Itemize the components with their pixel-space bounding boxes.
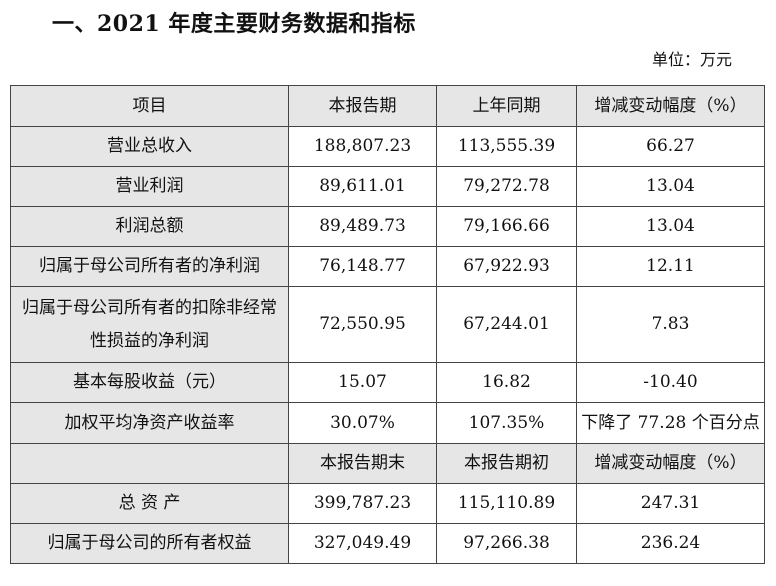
cell-value: 72,550.95	[288, 286, 437, 363]
cell-value: 7.83	[576, 286, 765, 363]
cell-value: -10.40	[576, 362, 765, 403]
financial-data-table: 项目 本报告期 上年同期 增减变动幅度（%） 营业总收入 188,807.23 …	[10, 85, 765, 564]
cell-value: 16.82	[436, 362, 577, 403]
cell-value: 66.27	[576, 126, 765, 167]
cell-value: 107.35%	[436, 402, 577, 444]
table-row: 总 资 产 399,787.23 115,110.89 247.31	[10, 483, 765, 524]
row-label: 归属于母公司的所有者权益	[10, 523, 289, 564]
cell-value: 79,166.66	[436, 206, 577, 247]
cell-value: 236.24	[576, 523, 765, 564]
cell-value: 下降了 77.28 个百分点	[576, 402, 765, 444]
cell-value: 30.07%	[288, 402, 437, 444]
cell-value: 247.31	[576, 483, 765, 524]
row-label: 营业利润	[10, 166, 289, 207]
table-row: 营业利润 89,611.01 79,272.78 13.04	[10, 166, 765, 207]
section-title: 一、2021 年度主要财务数据和指标	[52, 11, 416, 37]
cell-value: 67,922.93	[436, 246, 577, 287]
cell-value: 12.11	[576, 246, 765, 287]
cell-value: 188,807.23	[288, 126, 437, 167]
header-cell-change: 增减变动幅度（%）	[576, 85, 765, 127]
row-label: 归属于母公司所有者的扣除非经常性损益的净利润	[10, 286, 289, 363]
cell-value: 399,787.23	[288, 483, 437, 524]
header-cell-change: 增减变动幅度（%）	[576, 443, 765, 484]
row-label: 利润总额	[10, 206, 289, 247]
cell-value: 327,049.49	[288, 523, 437, 564]
cell-value: 13.04	[576, 166, 765, 207]
cell-value: 76,148.77	[288, 246, 437, 287]
table-row: 利润总额 89,489.73 79,166.66 13.04	[10, 206, 765, 247]
header-cell-prior: 上年同期	[436, 85, 577, 127]
table-header-row: 项目 本报告期 上年同期 增减变动幅度（%）	[10, 85, 765, 127]
table-subheader-row: 本报告期末 本报告期初 增减变动幅度（%）	[10, 443, 765, 484]
row-label: 加权平均净资产收益率	[10, 402, 289, 444]
row-label: 总 资 产	[10, 483, 289, 524]
cell-value: 15.07	[288, 362, 437, 403]
cell-value: 89,489.73	[288, 206, 437, 247]
cell-value: 89,611.01	[288, 166, 437, 207]
header-cell-current: 本报告期	[288, 85, 437, 127]
header-cell-item: 项目	[10, 85, 289, 127]
table-row: 归属于母公司所有者的净利润 76,148.77 67,922.93 12.11	[10, 246, 765, 287]
cell-value: 67,244.01	[436, 286, 577, 363]
row-label: 归属于母公司所有者的净利润	[10, 246, 289, 287]
table-row: 归属于母公司所有者的扣除非经常性损益的净利润 72,550.95 67,244.…	[10, 286, 765, 363]
row-label: 基本每股收益（元）	[10, 362, 289, 403]
table-row: 营业总收入 188,807.23 113,555.39 66.27	[10, 126, 765, 167]
row-label: 营业总收入	[10, 126, 289, 167]
header-cell-blank	[10, 443, 289, 484]
cell-value: 13.04	[576, 206, 765, 247]
unit-label: 单位：万元	[651, 50, 732, 69]
header-cell-period-end: 本报告期末	[288, 443, 437, 484]
table-row: 加权平均净资产收益率 30.07% 107.35% 下降了 77.28 个百分点	[10, 402, 765, 444]
table-row: 基本每股收益（元） 15.07 16.82 -10.40	[10, 362, 765, 403]
cell-value: 97,266.38	[436, 523, 577, 564]
cell-value: 79,272.78	[436, 166, 577, 207]
cell-value: 113,555.39	[436, 126, 577, 167]
cell-value: 115,110.89	[436, 483, 577, 524]
header-cell-period-start: 本报告期初	[436, 443, 577, 484]
table-row: 归属于母公司的所有者权益 327,049.49 97,266.38 236.24	[10, 523, 765, 564]
